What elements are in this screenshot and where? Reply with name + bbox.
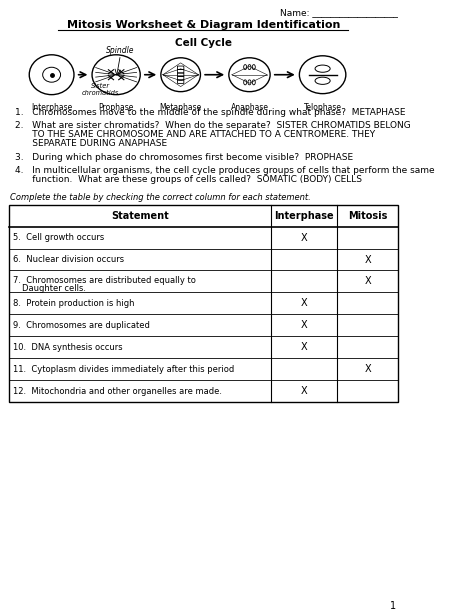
Text: X: X: [365, 276, 371, 286]
Text: 9.  Chromosomes are duplicated: 9. Chromosomes are duplicated: [13, 321, 150, 330]
Text: X: X: [301, 342, 308, 352]
Text: SEPARATE DURING ANAPHASE: SEPARATE DURING ANAPHASE: [16, 140, 168, 148]
Text: Prophase: Prophase: [99, 102, 134, 112]
Text: X: X: [365, 254, 371, 265]
Text: 7.  Chromosomes are distributed equally to: 7. Chromosomes are distributed equally t…: [13, 276, 196, 286]
Text: Interphase: Interphase: [274, 211, 334, 221]
Text: Interphase: Interphase: [31, 102, 72, 112]
Text: Daughter cells.: Daughter cells.: [22, 284, 86, 294]
Text: 1.   Chromosomes move to the middle of the spindle during what phase?  METAPHASE: 1. Chromosomes move to the middle of the…: [16, 108, 406, 116]
Text: 6.  Nuclear division occurs: 6. Nuclear division occurs: [13, 255, 124, 264]
Text: X: X: [301, 386, 308, 396]
Text: 11.  Cytoplasm divides immediately after this period: 11. Cytoplasm divides immediately after …: [13, 365, 234, 373]
Text: Telophase: Telophase: [304, 102, 342, 112]
Text: Mitosis Worksheet & Diagram Identification: Mitosis Worksheet & Diagram Identificati…: [67, 20, 341, 30]
Text: Statement: Statement: [111, 211, 169, 221]
Text: 2.   What are sister chromatids?  When do the separate?  SISTER CHROMATIDS BELON: 2. What are sister chromatids? When do t…: [16, 121, 411, 129]
Text: Complete the table by checking the correct column for each statement.: Complete the table by checking the corre…: [10, 192, 311, 202]
Text: 12.  Mitochondria and other organelles are made.: 12. Mitochondria and other organelles ar…: [13, 387, 222, 395]
Text: Anaphase: Anaphase: [230, 102, 268, 112]
Text: Mitosis: Mitosis: [348, 211, 387, 221]
Text: 10.  DNA synthesis occurs: 10. DNA synthesis occurs: [13, 343, 123, 352]
Text: X: X: [301, 320, 308, 330]
Text: Name: ___________________: Name: ___________________: [280, 8, 398, 17]
Text: Cell Cycle: Cell Cycle: [175, 38, 232, 48]
Text: 5.  Cell growth occurs: 5. Cell growth occurs: [13, 233, 104, 242]
Text: 3.   During which phase do chromosomes first become visible?  PROPHASE: 3. During which phase do chromosomes fir…: [16, 153, 354, 162]
Text: X: X: [301, 299, 308, 308]
Text: 8.  Protein production is high: 8. Protein production is high: [13, 299, 135, 308]
Text: Metaphase: Metaphase: [160, 102, 202, 112]
Text: Spindle: Spindle: [106, 46, 135, 55]
Text: X: X: [365, 364, 371, 374]
Text: 1: 1: [390, 601, 396, 611]
Text: 4.   In multicellular organisms, the cell cycle produces groups of cells that pe: 4. In multicellular organisms, the cell …: [16, 166, 435, 175]
Text: TO THE SAME CHROMOSOME AND ARE ATTACHED TO A CENTROMERE. THEY: TO THE SAME CHROMOSOME AND ARE ATTACHED …: [16, 130, 375, 139]
Text: Sister
chromatids: Sister chromatids: [82, 83, 119, 96]
Text: function.  What are these groups of cells called?  SOMATIC (BODY) CELLS: function. What are these groups of cells…: [16, 175, 363, 185]
Text: X: X: [301, 232, 308, 243]
Bar: [9, 205, 398, 402]
